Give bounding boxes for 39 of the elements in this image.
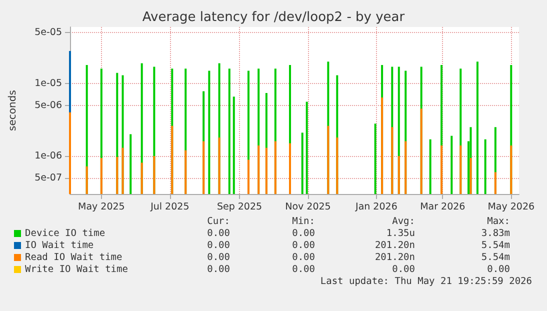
text: 0.00	[206, 264, 230, 275]
text: 201.20n	[374, 252, 415, 263]
x-tick-label: Mar 2026	[420, 202, 466, 212]
text: Avg:	[391, 216, 415, 227]
y-tick-label: 5e-06	[34, 100, 62, 111]
text: Max:	[486, 216, 510, 227]
y-tick-label: 1e-05	[34, 78, 62, 89]
x-tick-label: Sep 2025	[216, 202, 262, 212]
legend-label: Write IO Wait time	[25, 264, 128, 275]
x-tick-label: Nov 2025	[285, 202, 331, 212]
text: 0.00	[486, 264, 510, 275]
text: 201.20n	[374, 240, 415, 251]
text: Min:	[291, 216, 315, 227]
x-tick-label: May 2026	[488, 202, 535, 212]
text: Last update: Thu May 21 19:25:59 2026	[320, 276, 532, 287]
x-tick-label: Jul 2025	[150, 202, 190, 212]
text: 1.35u	[385, 228, 415, 239]
text: 0.00	[206, 252, 230, 263]
text: 0.00	[291, 240, 315, 251]
text: Cur:	[206, 216, 230, 227]
text: 3.83m	[480, 228, 510, 239]
text: 0.00	[391, 264, 415, 275]
legend-label: Read IO Wait time	[25, 252, 122, 263]
x-tick-label: Jan 2026	[354, 202, 398, 212]
y-tick-label: 5e-05	[34, 27, 62, 38]
text: 0.00	[206, 228, 230, 239]
text: 0.00	[291, 252, 315, 263]
y-axis-title: seconds	[8, 90, 18, 131]
chart-title: Average latency for /dev/loop2 - by year	[142, 10, 406, 25]
text: 0.00	[291, 264, 315, 275]
text: 5.54m	[480, 240, 510, 251]
y-tick-label: 5e-07	[34, 172, 62, 184]
x-tick-label: May 2025	[78, 202, 125, 212]
legend-label: IO Wait time	[25, 240, 94, 251]
text: 5.54m	[480, 252, 510, 263]
text: 0.00	[206, 240, 230, 251]
y-tick-label: 1e-06	[34, 150, 62, 162]
legend-label: Device IO time	[25, 228, 106, 239]
text: 0.00	[291, 228, 315, 239]
